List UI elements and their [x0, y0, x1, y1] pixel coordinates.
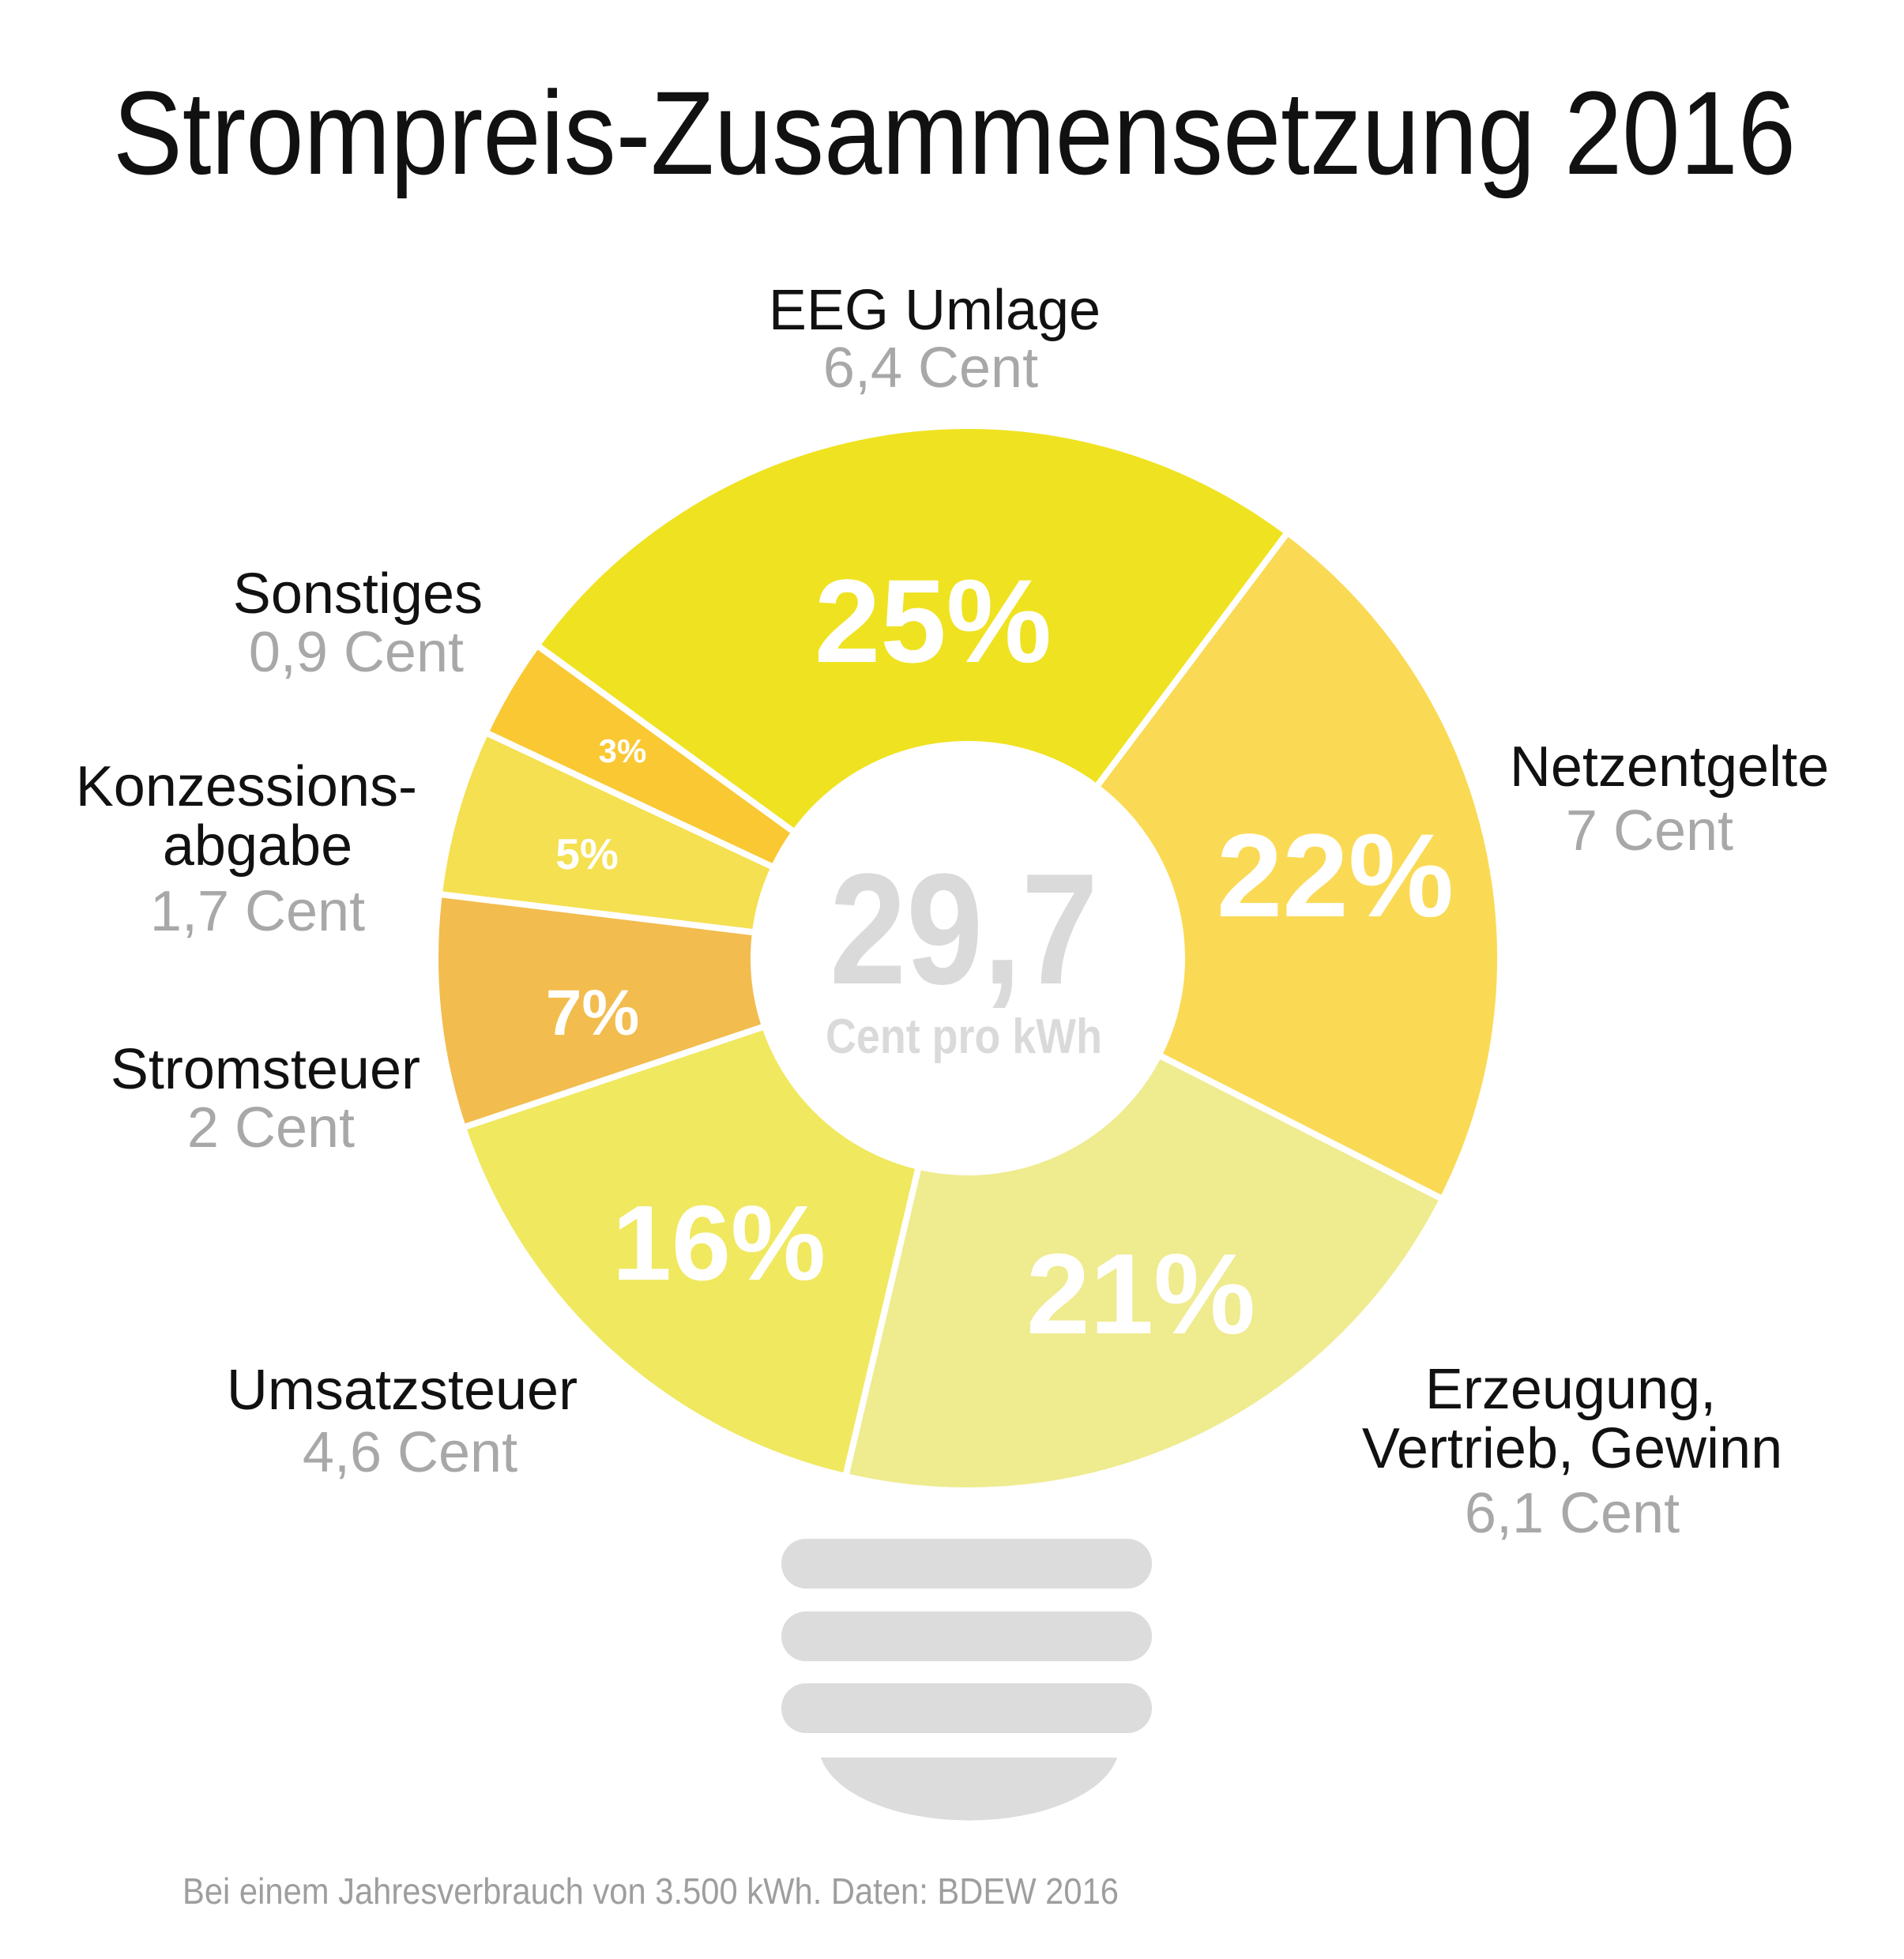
slice-umsatzsteuer	[458, 1022, 923, 1480]
chart-title: Strompreis-Zusammensetzung 2016	[113, 66, 1796, 199]
bulb-tip	[821, 1758, 1117, 1821]
label-stromsteuer: Stromsteuer	[111, 1038, 420, 1101]
value-konzession: 1,7 Cent	[150, 880, 365, 943]
percent-label-umsatzsteuer: 16%	[612, 1183, 826, 1303]
bulb-base-icon	[781, 1539, 1152, 1821]
value-stromsteuer: 2 Cent	[187, 1096, 355, 1160]
center-value: 29,7	[830, 841, 1098, 1017]
slice-stromsteuer	[432, 890, 770, 1132]
value-sonstiges: 0,9 Cent	[249, 621, 464, 684]
label-eeg: EEG Umlage	[769, 279, 1101, 342]
slice-eeg-umlage	[532, 423, 1293, 837]
percent-label-sonstiges: 3%	[599, 732, 647, 769]
label-umsatzsteuer: Umsatzsteuer	[227, 1359, 578, 1422]
label-erzeugung-line1: Erzeugung,	[1425, 1358, 1716, 1421]
percent-label-netzentgelte: 22%	[1217, 809, 1454, 942]
percent-label-stromsteuer: 7%	[546, 977, 640, 1049]
donut-slices	[432, 423, 1503, 1494]
center-unit: Cent pro kWh	[826, 1010, 1102, 1064]
label-netzentgelte: Netzentgelte	[1510, 735, 1829, 799]
value-eeg: 6,4 Cent	[823, 337, 1038, 400]
value-umsatzsteuer: 4,6 Cent	[303, 1421, 517, 1484]
label-erzeugung-line2: Vertrieb, Gewinn	[1362, 1417, 1782, 1480]
label-konzession-line2: abgabe	[163, 814, 352, 878]
value-erzeugung: 6,1 Cent	[1465, 1482, 1680, 1545]
percent-label-konzession: 5%	[555, 829, 619, 878]
label-sonstiges: Sonstiges	[233, 562, 483, 626]
slice-sonstiges	[481, 641, 800, 872]
bulb-thread-3	[781, 1683, 1152, 1733]
percent-label-eeg: 25%	[815, 555, 1052, 687]
footnote: Bei einem Jahresverbrauch von 3.500 kWh.…	[182, 1871, 1119, 1912]
slice-netzentgelte	[1092, 528, 1503, 1204]
label-konzession-line1: Konzessions-	[76, 755, 417, 818]
percent-label-erzeugung: 21%	[1026, 1230, 1255, 1358]
bulb-thread-2	[781, 1611, 1152, 1661]
bulb-thread-1	[781, 1539, 1152, 1589]
value-netzentgelte: 7 Cent	[1566, 799, 1733, 863]
slice-erzeugung-vertrieb-gewinn	[841, 1051, 1447, 1494]
